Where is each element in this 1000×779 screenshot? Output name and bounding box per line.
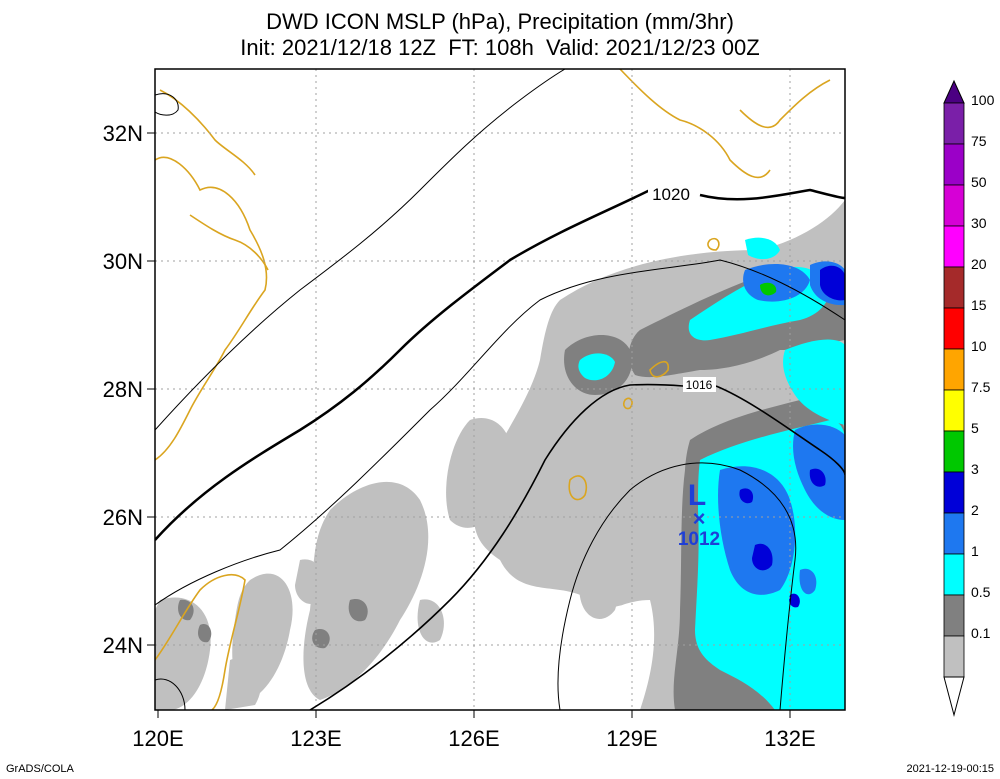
colorbar-label: 2 (971, 502, 979, 518)
colorbar-top-arrow (943, 79, 965, 104)
colorbar-label: 10 (971, 338, 987, 354)
isobar-1020-west (155, 188, 651, 541)
colorbar-swatch (943, 266, 965, 309)
colorbar-label: 100 (971, 92, 995, 108)
lon-label-120e: 120E (132, 726, 183, 751)
map-layers: 1020 1016 L × 1012 (155, 69, 845, 710)
colorbar-label: 30 (971, 215, 987, 231)
isobar-1020-east (699, 188, 845, 201)
latitude-labels: 24N 26N 28N 30N 32N (103, 121, 143, 658)
colorbar-swatch (943, 635, 965, 678)
footer-software-credit: GrADS/COLA (6, 763, 74, 775)
lat-label-30n: 30N (103, 249, 143, 274)
colorbar-label: 0.1 (971, 625, 991, 641)
lon-label-129e: 129E (606, 726, 657, 751)
lat-label-26n: 26N (103, 505, 143, 530)
lon-label-123e: 123E (290, 726, 341, 751)
isobar-1016-west (309, 383, 684, 710)
isobar-1020-label-box (648, 184, 694, 204)
colorbar-label: 5 (971, 420, 979, 436)
isobar-1016-label-box (683, 377, 716, 392)
colorbar-swatch (943, 471, 965, 514)
longitude-labels: 120E 123E 126E 129E 132E (132, 726, 815, 751)
isobars (155, 69, 845, 710)
isobar-1016-label: 1016 (686, 378, 713, 392)
colorbar-swatch (943, 594, 965, 637)
isobar-1020-label: 1020 (652, 185, 690, 204)
colorbar-swatch (943, 348, 965, 391)
precipitation-colorbar: 100 75 50 30 20 15 10 7.5 5 3 2 1 0.5 0.1 (943, 79, 995, 717)
footer-timestamp: 2021-12-19-00:15 (906, 763, 994, 775)
colorbar-label: 75 (971, 133, 987, 149)
colorbar-swatch (943, 307, 965, 350)
colorbar-swatch (943, 143, 965, 186)
low-pressure-symbol: L (688, 479, 706, 512)
colorbar-label: 50 (971, 174, 987, 190)
isobar-middle (155, 259, 845, 606)
low-center-marker: × (693, 506, 706, 531)
low-pressure-value: 1012 (678, 529, 720, 550)
isobar-north (155, 69, 566, 431)
colorbar-swatch (943, 225, 965, 268)
colorbar-swatch (943, 102, 965, 145)
colorbar-swatch (943, 430, 965, 473)
lon-label-126e: 126E (448, 726, 499, 751)
colorbar-swatch (943, 553, 965, 596)
colorbar-label: 15 (971, 297, 987, 313)
coastlines (155, 69, 831, 710)
lon-label-132e: 132E (764, 726, 815, 751)
lat-label-28n: 28N (103, 377, 143, 402)
colorbar-swatch (943, 389, 965, 432)
precip-green-area (760, 282, 777, 296)
lat-label-32n: 32N (103, 121, 143, 146)
colorbar-bottom-arrow (943, 676, 965, 717)
colorbar-swatch (943, 512, 965, 555)
isobar-southwest (155, 678, 186, 710)
isobar-northwest-closed (155, 93, 179, 116)
colorbar-label: 0.5 (971, 584, 991, 600)
colorbar-label: 20 (971, 256, 987, 272)
precip-dark-blue-areas (739, 265, 845, 608)
isobar-1016-east (715, 385, 845, 476)
map-title-line-2: Init: 2021/12/18 12Z FT: 108h Valid: 202… (240, 35, 760, 60)
map-title-line-1: DWD ICON MSLP (hPa), Precipitation (mm/3… (266, 9, 734, 34)
colorbar-swatch (943, 184, 965, 227)
colorbar-label: 1 (971, 543, 979, 559)
colorbar-label: 7.5 (971, 379, 991, 395)
isobar-low-ring (557, 462, 797, 710)
colorbar-label: 3 (971, 461, 979, 477)
lat-label-24n: 24N (103, 633, 143, 658)
axis-tick-marks (147, 132, 791, 718)
